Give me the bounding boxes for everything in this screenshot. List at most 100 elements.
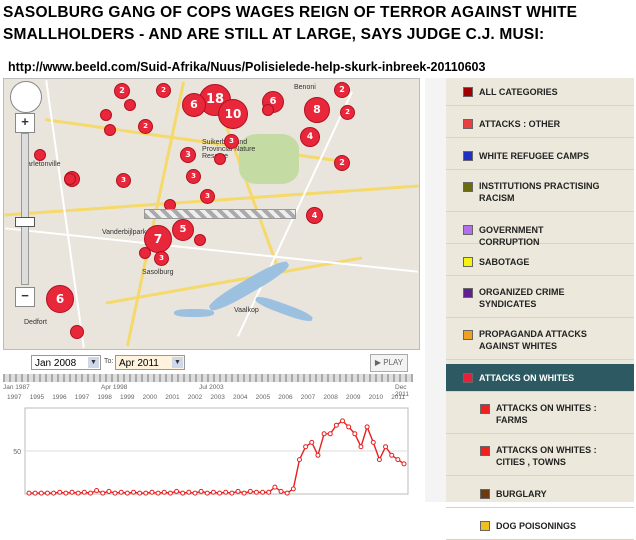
data-point[interactable] xyxy=(174,488,180,494)
zoom-control[interactable]: + − xyxy=(12,97,36,307)
play-button[interactable]: ▶ PLAY xyxy=(370,354,408,372)
data-point[interactable] xyxy=(186,489,192,495)
data-point[interactable] xyxy=(290,486,296,492)
data-point[interactable] xyxy=(296,457,302,463)
map-point[interactable] xyxy=(104,124,116,136)
map-cluster[interactable]: 4 xyxy=(300,127,320,147)
timeline-scrubber[interactable] xyxy=(3,374,413,382)
data-point[interactable] xyxy=(180,490,186,496)
data-point[interactable] xyxy=(346,424,352,430)
map-point[interactable] xyxy=(124,99,136,111)
data-point[interactable] xyxy=(75,490,81,496)
legend-item[interactable]: INSTITUTIONS PRACTISING RACISM xyxy=(446,174,634,212)
data-point[interactable] xyxy=(94,488,100,494)
map-cluster[interactable]: 2 xyxy=(334,82,350,98)
legend-item[interactable]: DOG POISONINGS xyxy=(446,512,634,540)
data-point[interactable] xyxy=(124,490,130,496)
data-point[interactable] xyxy=(284,490,290,496)
data-point[interactable] xyxy=(376,457,382,463)
data-point[interactable] xyxy=(383,444,389,450)
data-point[interactable] xyxy=(167,490,173,496)
data-point[interactable] xyxy=(253,489,259,495)
data-point[interactable] xyxy=(87,490,93,496)
data-point[interactable] xyxy=(223,489,229,495)
data-point[interactable] xyxy=(143,490,149,496)
map-cluster[interactable]: 5 xyxy=(172,219,194,241)
map-point[interactable] xyxy=(214,153,226,165)
source-url[interactable]: http://www.beeld.com/Suid-Afrika/Nuus/Po… xyxy=(8,60,486,74)
pan-control[interactable] xyxy=(10,81,42,113)
map-cluster[interactable]: 10 xyxy=(218,99,248,129)
map-cluster[interactable]: 2 xyxy=(114,83,130,99)
map-point[interactable] xyxy=(70,325,84,339)
data-point[interactable] xyxy=(137,490,143,496)
data-point[interactable] xyxy=(260,489,266,495)
data-point[interactable] xyxy=(352,431,358,437)
map-point[interactable] xyxy=(194,234,206,246)
from-date-select[interactable]: Jan 2008 ▼ xyxy=(31,355,101,370)
zoom-handle[interactable] xyxy=(15,217,35,227)
map-cluster[interactable]: 3 xyxy=(116,173,131,188)
data-point[interactable] xyxy=(57,489,63,495)
map-cluster[interactable]: 3 xyxy=(180,147,196,163)
data-point[interactable] xyxy=(358,444,364,450)
data-point[interactable] xyxy=(370,439,376,445)
zoom-rail[interactable] xyxy=(21,133,29,285)
map-cluster[interactable]: 2 xyxy=(138,119,153,134)
data-point[interactable] xyxy=(364,424,370,430)
legend-item[interactable]: ORGANIZED CRIME SYNDICATES xyxy=(446,280,634,318)
map-point[interactable] xyxy=(139,247,151,259)
data-point[interactable] xyxy=(100,490,106,496)
data-point[interactable] xyxy=(266,489,272,495)
data-point[interactable] xyxy=(241,490,247,496)
data-point[interactable] xyxy=(81,489,87,495)
data-point[interactable] xyxy=(26,490,32,496)
map-cluster[interactable]: 8 xyxy=(304,97,330,123)
legend-item[interactable]: WHITE REFUGEE CAMPS xyxy=(446,142,634,170)
data-point[interactable] xyxy=(333,422,339,428)
data-point[interactable] xyxy=(340,418,346,424)
map-cluster[interactable]: 4 xyxy=(306,207,323,224)
map-cluster[interactable]: 3 xyxy=(186,169,201,184)
zoom-in-button[interactable]: + xyxy=(15,113,35,133)
data-point[interactable] xyxy=(131,489,137,495)
data-point[interactable] xyxy=(192,490,198,496)
data-point[interactable] xyxy=(112,490,118,496)
map-cluster[interactable]: 2 xyxy=(340,105,355,120)
data-point[interactable] xyxy=(210,489,216,495)
legend-item[interactable]: PROPAGANDA ATTACKS AGAINST WHITES xyxy=(446,322,634,360)
map-range-slider[interactable] xyxy=(144,209,296,219)
legend-item[interactable]: ATTACKS ON WHITES xyxy=(446,364,634,392)
crime-map[interactable]: Carletonville Benoni Suikerbosrand Provi… xyxy=(3,78,420,350)
data-point[interactable] xyxy=(69,489,75,495)
data-point[interactable] xyxy=(303,444,309,450)
map-cluster[interactable]: 6 xyxy=(46,285,74,313)
data-point[interactable] xyxy=(278,488,284,494)
data-point[interactable] xyxy=(229,490,235,496)
map-cluster[interactable]: 3 xyxy=(200,189,215,204)
data-point[interactable] xyxy=(309,439,315,445)
data-point[interactable] xyxy=(401,461,407,467)
map-cluster[interactable]: 3 xyxy=(224,134,239,149)
legend-item[interactable]: ATTACKS : OTHER xyxy=(446,110,634,138)
data-point[interactable] xyxy=(395,457,401,463)
data-point[interactable] xyxy=(389,452,395,458)
map-cluster[interactable]: 2 xyxy=(334,155,350,171)
legend-item[interactable]: ALL CATEGORIES xyxy=(446,78,634,106)
map-cluster[interactable]: 3 xyxy=(154,251,169,266)
data-point[interactable] xyxy=(198,488,204,494)
data-point[interactable] xyxy=(118,489,124,495)
data-point[interactable] xyxy=(315,452,321,458)
legend-item[interactable]: SABOTAGE xyxy=(446,248,634,276)
data-point[interactable] xyxy=(217,490,223,496)
legend-item[interactable]: ATTACKS ON WHITES : FARMS xyxy=(446,396,634,434)
map-cluster[interactable]: 2 xyxy=(156,83,171,98)
data-point[interactable] xyxy=(63,490,69,496)
data-point[interactable] xyxy=(149,489,155,495)
data-point[interactable] xyxy=(235,488,241,494)
map-point[interactable] xyxy=(64,173,76,185)
data-point[interactable] xyxy=(51,490,57,496)
data-point[interactable] xyxy=(272,484,278,490)
map-point[interactable] xyxy=(262,104,274,116)
data-point[interactable] xyxy=(321,431,327,437)
